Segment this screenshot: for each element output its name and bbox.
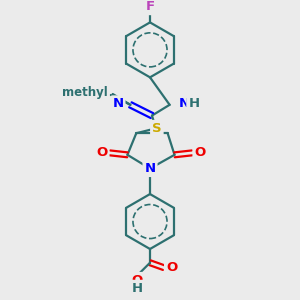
Text: O: O: [96, 146, 108, 159]
Text: methyl: methyl: [62, 85, 108, 98]
Text: H: H: [188, 97, 200, 110]
Text: F: F: [146, 0, 154, 13]
Text: O: O: [166, 261, 177, 274]
Text: N: N: [144, 162, 156, 175]
Text: N: N: [178, 97, 190, 110]
Text: O: O: [194, 146, 206, 159]
Text: O: O: [132, 274, 143, 287]
Text: H: H: [132, 282, 143, 295]
Text: S: S: [152, 122, 162, 135]
Text: N: N: [112, 97, 124, 110]
